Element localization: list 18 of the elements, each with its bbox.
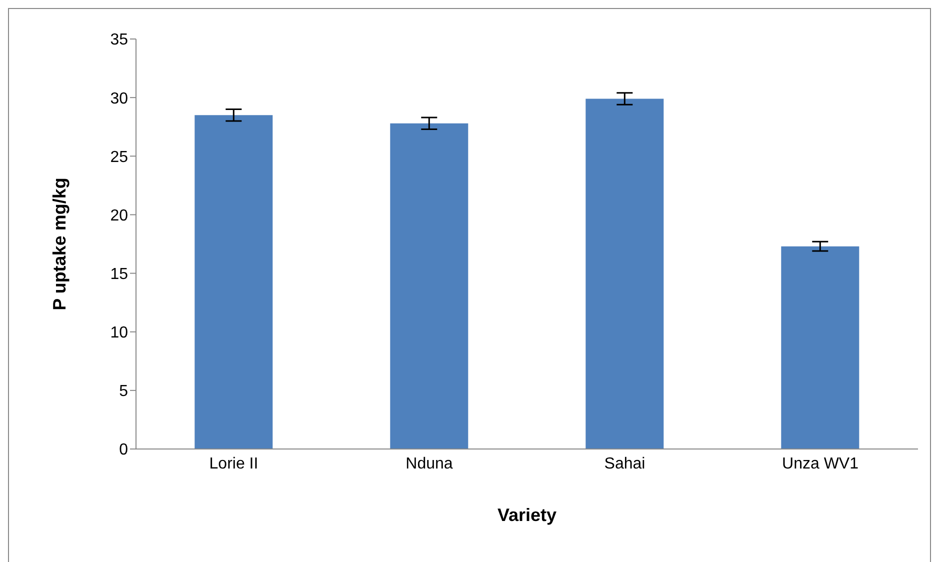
y-tick-label: 20 bbox=[110, 207, 128, 224]
x-axis-title: Variety bbox=[497, 505, 557, 525]
y-tick-label: 5 bbox=[119, 383, 128, 400]
bar bbox=[390, 123, 468, 449]
x-tick-label: Sahai bbox=[604, 455, 646, 472]
y-tick-label: 30 bbox=[110, 90, 128, 108]
x-tick-label: Lorie II bbox=[209, 455, 258, 472]
bar bbox=[781, 246, 860, 449]
y-tick-label: 15 bbox=[110, 266, 128, 283]
y-tick-label: 0 bbox=[119, 442, 128, 459]
y-axis-title: P uptake mg/kg bbox=[49, 178, 70, 310]
x-tick-label: Unza WV1 bbox=[782, 455, 859, 472]
y-tick-label: 35 bbox=[110, 32, 128, 49]
bar bbox=[586, 98, 664, 449]
x-tick-label: Nduna bbox=[406, 455, 453, 472]
bar bbox=[194, 115, 273, 449]
y-tick-label: 25 bbox=[110, 148, 128, 166]
y-tick-label: 10 bbox=[110, 324, 128, 342]
